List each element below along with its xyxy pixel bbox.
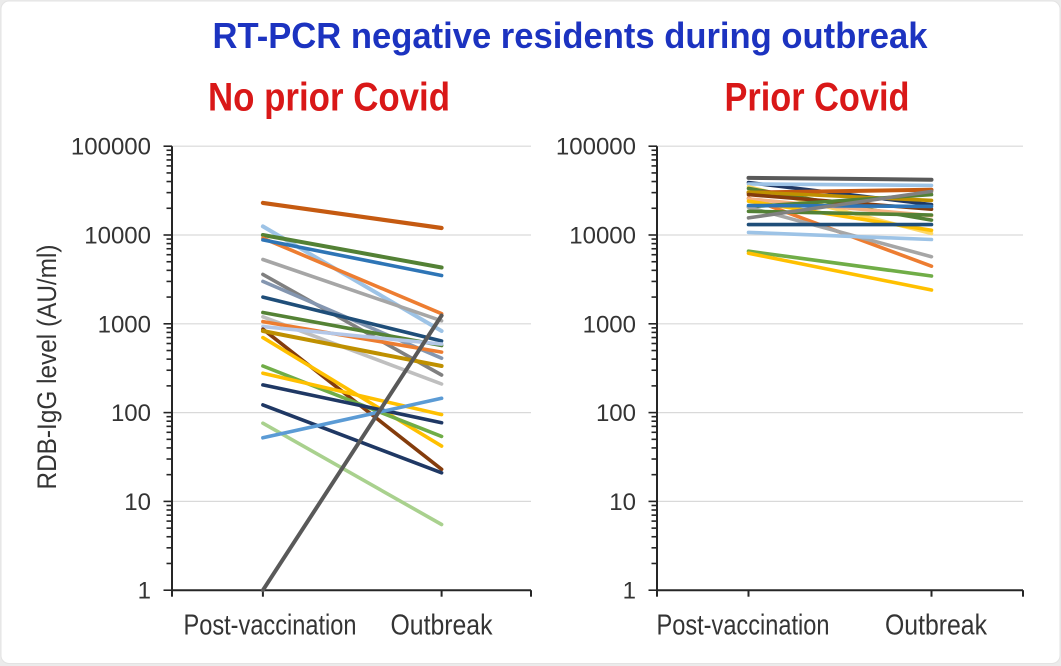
svg-text:10: 10 [609,489,636,516]
svg-text:RDB-IgG level (AU/ml): RDB-IgG level (AU/ml) [32,245,62,490]
svg-text:Post-vaccination: Post-vaccination [184,610,357,642]
svg-text:100: 100 [596,400,636,427]
svg-text:1: 1 [138,578,151,605]
svg-text:10000: 10000 [569,223,636,250]
svg-text:1: 1 [623,578,636,605]
svg-text:1000: 1000 [583,311,636,338]
svg-text:Prior Covid: Prior Covid [725,76,910,120]
svg-text:Post-vaccination: Post-vaccination [657,610,830,642]
svg-text:100000: 100000 [71,134,151,161]
svg-text:Outbreak: Outbreak [391,610,493,642]
svg-text:100000: 100000 [556,134,636,161]
svg-text:10: 10 [124,489,151,516]
svg-text:No prior Covid: No prior Covid [208,76,450,120]
svg-text:RT-PCR negative residents duri: RT-PCR negative residents during outbrea… [213,15,929,56]
svg-text:1000: 1000 [98,311,151,338]
svg-text:10000: 10000 [84,223,151,250]
svg-text:Outbreak: Outbreak [885,610,987,642]
svg-text:100: 100 [111,400,151,427]
